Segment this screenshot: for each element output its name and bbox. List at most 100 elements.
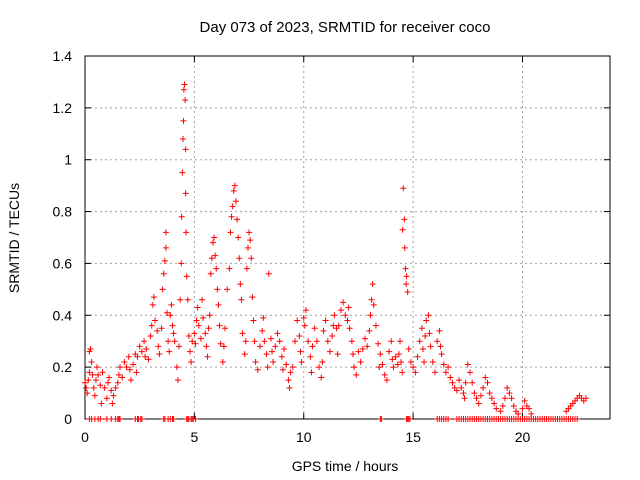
grid-lines — [85, 56, 610, 419]
data-point — [464, 361, 471, 368]
data-point — [308, 369, 315, 376]
x-tick-label: 0 — [81, 429, 89, 445]
data-point — [104, 379, 111, 386]
data-point — [92, 377, 99, 384]
data-point — [178, 213, 185, 220]
data-point — [106, 374, 113, 381]
data-point — [259, 327, 266, 334]
data-point — [422, 333, 429, 340]
data-point — [183, 229, 190, 236]
plot-frame — [84, 55, 611, 420]
data-point — [117, 416, 123, 422]
data-point — [482, 374, 489, 381]
data-point — [434, 338, 441, 345]
data-point — [337, 307, 344, 314]
data-point — [491, 400, 498, 407]
data-point — [97, 416, 104, 422]
data-point — [376, 364, 383, 371]
data-point — [145, 356, 152, 363]
data-point — [162, 244, 169, 251]
data-point — [528, 410, 535, 417]
data-point — [488, 395, 495, 402]
x-tick-label: 15 — [405, 429, 421, 445]
data-point — [296, 333, 303, 340]
data-point — [185, 333, 192, 340]
data-point — [178, 260, 185, 267]
data-point — [383, 377, 390, 384]
y-tick-label: 1.4 — [53, 48, 73, 64]
data-point — [320, 327, 327, 334]
data-point — [109, 400, 116, 407]
data-point — [480, 384, 487, 391]
data-point — [98, 400, 105, 407]
data-point — [401, 216, 408, 223]
y-tick-label: 0 — [64, 411, 72, 427]
data-point — [330, 322, 337, 329]
data-point — [298, 358, 305, 365]
data-point — [162, 229, 169, 236]
data-point — [252, 358, 259, 365]
data-point — [161, 257, 168, 264]
data-point — [272, 343, 279, 350]
data-point — [165, 338, 172, 345]
data-point — [237, 281, 244, 288]
data-point — [164, 309, 171, 316]
data-point — [267, 335, 274, 342]
data-point — [362, 335, 368, 342]
data-point — [292, 338, 298, 345]
data-point — [386, 348, 393, 355]
data-point — [458, 384, 465, 391]
data-point — [265, 270, 272, 277]
data-point — [215, 301, 222, 308]
data-point — [115, 371, 122, 378]
data-point — [103, 395, 110, 402]
y-tick-label: 1.2 — [53, 100, 73, 116]
x-axis-label: GPS time / hours — [292, 458, 399, 474]
data-point — [276, 338, 283, 345]
data-point — [101, 384, 108, 391]
data-point — [238, 296, 245, 303]
data-point — [248, 255, 255, 262]
data-point — [147, 333, 154, 340]
data-point — [484, 379, 491, 386]
data-point — [214, 286, 221, 293]
data-point — [461, 395, 468, 402]
data-point — [437, 343, 444, 350]
data-point — [90, 384, 97, 391]
data-point — [351, 364, 358, 371]
data-point — [97, 382, 104, 389]
data-point — [477, 392, 484, 399]
data-point — [188, 358, 195, 365]
data-point — [168, 301, 175, 308]
data-point — [263, 351, 270, 358]
data-point — [229, 203, 236, 210]
data-point — [180, 117, 187, 124]
chart-title: Day 073 of 2023, SRMTID for receiver coc… — [200, 19, 491, 36]
data-point — [184, 296, 191, 303]
data-point — [460, 390, 467, 397]
data-point — [301, 322, 308, 329]
x-tick-label: 10 — [296, 429, 312, 445]
data-point — [300, 314, 307, 321]
data-point — [179, 169, 186, 176]
data-point — [440, 361, 447, 368]
data-point — [88, 358, 95, 365]
data-point — [471, 390, 478, 397]
data-point — [251, 338, 258, 345]
data-point — [316, 364, 323, 371]
data-point — [324, 338, 331, 345]
data-point — [204, 353, 211, 360]
data-point — [582, 395, 589, 402]
data-point — [239, 330, 246, 337]
data-point — [177, 296, 184, 303]
data-point — [469, 379, 476, 386]
data-point — [526, 405, 533, 412]
data-point — [521, 397, 528, 404]
data-point — [181, 81, 188, 88]
data-point — [283, 361, 290, 368]
data-point — [414, 353, 421, 360]
data-point — [355, 348, 362, 355]
data-point — [183, 273, 190, 280]
data-point — [166, 348, 173, 355]
data-point — [313, 338, 320, 345]
